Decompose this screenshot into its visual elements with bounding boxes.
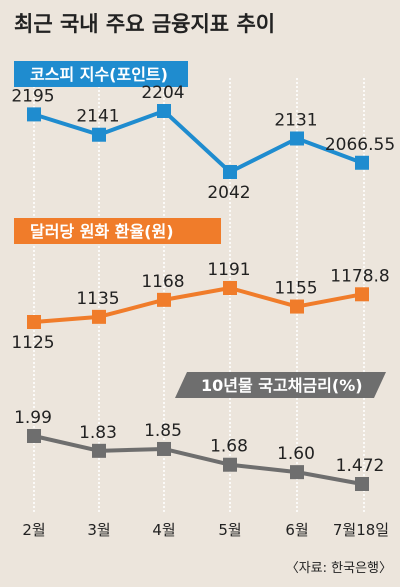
fx-series-line (33, 286, 363, 324)
bond-data-label: 1.85 (144, 421, 182, 441)
x-tick-label: 5월 (218, 521, 241, 539)
kospi-data-label: 2131 (274, 110, 317, 130)
chart-title: 최근 국내 주요 금융지표 추이 (14, 12, 275, 36)
bond-point (92, 443, 106, 458)
x-tick-label: 6월 (285, 521, 308, 539)
fx-data-label: 1191 (207, 260, 250, 280)
kospi-data-label: 2066.55 (325, 135, 395, 155)
kospi-header (14, 61, 188, 87)
x-tick-label: 7월18일 (333, 521, 389, 539)
bond-data-label: 1.68 (210, 437, 248, 457)
bond-data-label: 1.83 (79, 423, 117, 443)
kospi-point (290, 131, 304, 146)
kospi-data-label: 2204 (141, 83, 184, 103)
bond-point (355, 477, 369, 491)
fx-point (355, 287, 369, 302)
kospi-data-label: 2195 (11, 86, 54, 106)
x-tick-label: 2월 (22, 521, 45, 539)
bond-point (27, 429, 41, 443)
bond-series-title: 10년물 국고채금리(%) (201, 376, 363, 395)
bond-point (223, 457, 237, 472)
fx-data-label: 1125 (11, 333, 54, 353)
source-note: 〈자료: 한국은행〉 (286, 560, 392, 576)
fx-point (92, 309, 106, 324)
bond-header (175, 372, 386, 398)
fx-data-label: 1178.8 (330, 266, 389, 286)
kospi-point (92, 127, 106, 142)
bond-data-label: 1.99 (14, 408, 52, 428)
kospi-point (355, 155, 369, 170)
fx-point (290, 299, 304, 314)
fx-data-label: 1168 (141, 272, 184, 292)
fx-header (14, 218, 221, 244)
fx-point (27, 315, 41, 329)
fx-point (223, 281, 237, 295)
fx-point (157, 292, 171, 307)
bond-point (290, 465, 304, 480)
kospi-point (27, 107, 41, 122)
kospi-series-line (33, 109, 363, 174)
x-tick-label: 4월 (152, 521, 175, 539)
fx-series-title: 달러당 원화 환율(원) (30, 222, 174, 241)
kospi-point (157, 104, 171, 118)
kospi-data-label: 2141 (76, 107, 119, 127)
kospi-point (223, 165, 237, 179)
bond-data-label: 1.472 (336, 456, 385, 476)
bond-series-line (33, 434, 363, 486)
fx-data-label: 1135 (76, 289, 119, 309)
x-tick-label: 3월 (87, 521, 110, 539)
kospi-series-title: 코스피 지수(포인트) (30, 65, 168, 84)
bond-data-label: 1.60 (277, 444, 315, 464)
kospi-data-label: 2042 (207, 183, 250, 203)
fx-data-label: 1155 (274, 279, 317, 299)
bond-point (157, 441, 171, 456)
